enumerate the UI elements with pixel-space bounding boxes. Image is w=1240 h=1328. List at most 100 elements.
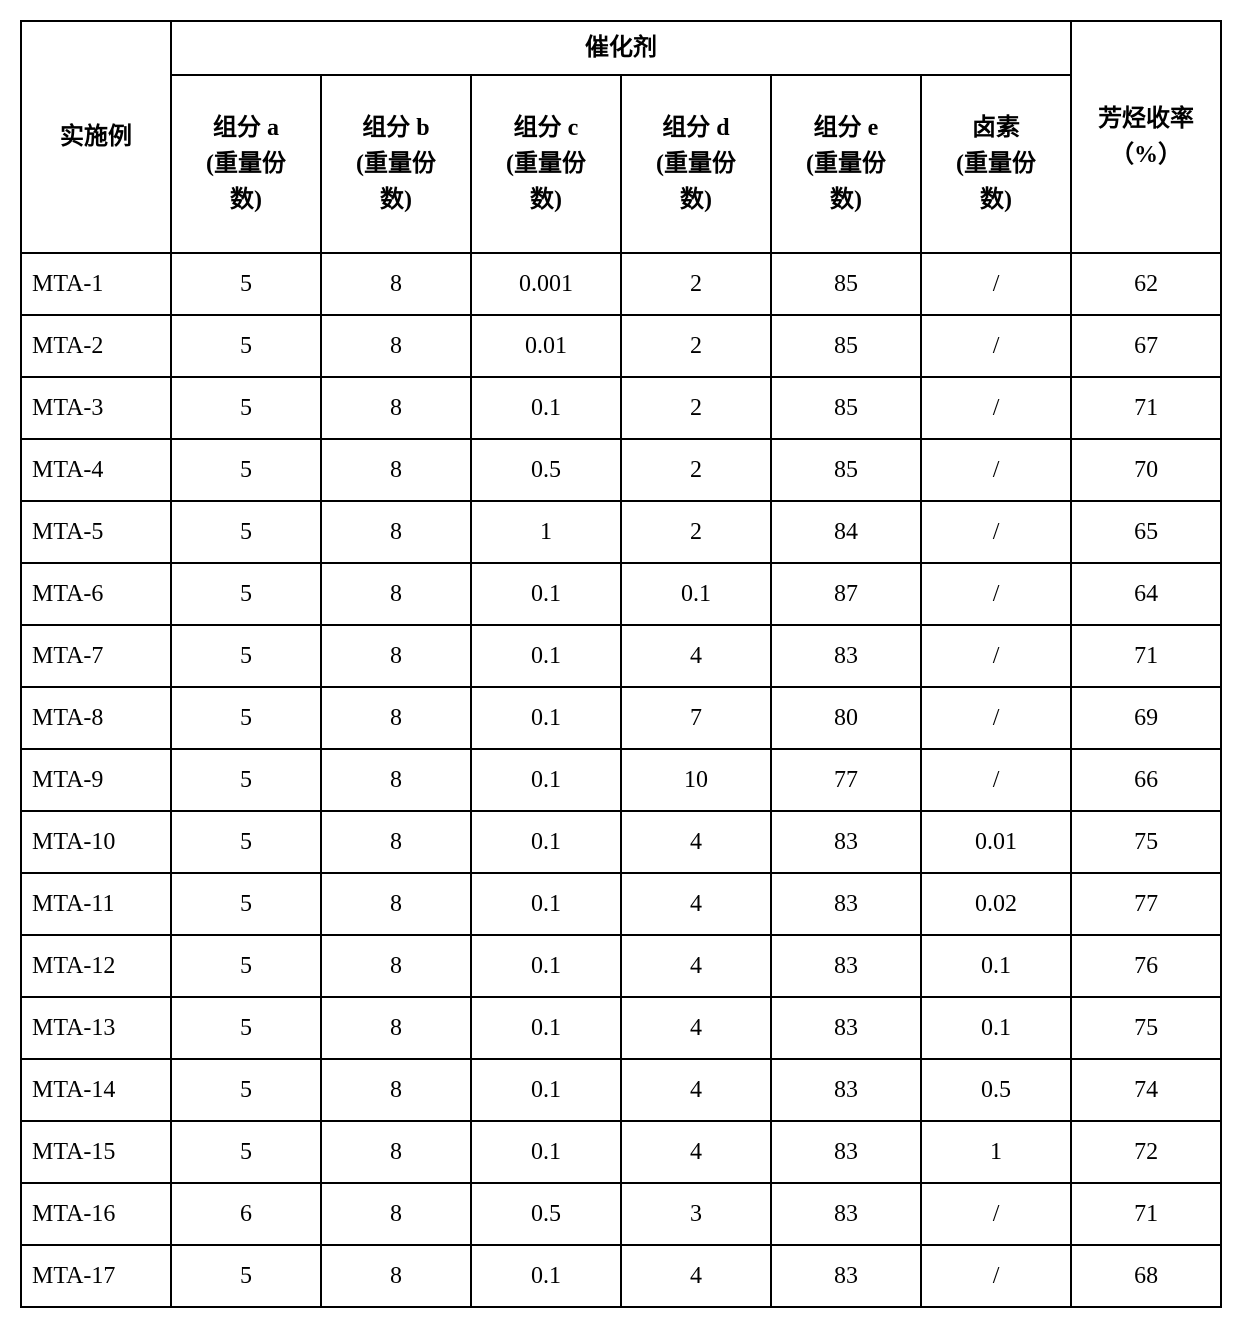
cell-label: MTA-8	[21, 687, 171, 749]
col-header-e: 组分 e(重量份数)	[771, 75, 921, 253]
cell-e: 80	[771, 687, 921, 749]
cell-yield: 66	[1071, 749, 1221, 811]
cell-e: 83	[771, 811, 921, 873]
cell-e: 84	[771, 501, 921, 563]
table-row: MTA-9580.11077/66	[21, 749, 1221, 811]
cell-a: 6	[171, 1183, 321, 1245]
table-row: MTA-11580.14830.0277	[21, 873, 1221, 935]
cell-yield: 77	[1071, 873, 1221, 935]
table-row: MTA-13580.14830.175	[21, 997, 1221, 1059]
cell-halogen: /	[921, 687, 1071, 749]
cell-a: 5	[171, 687, 321, 749]
cell-yield: 74	[1071, 1059, 1221, 1121]
cell-b: 8	[321, 1121, 471, 1183]
group-header-catalyst: 催化剂	[171, 21, 1071, 75]
cell-halogen: 0.1	[921, 997, 1071, 1059]
cell-a: 5	[171, 749, 321, 811]
col-header-d: 组分 d(重量份数)	[621, 75, 771, 253]
cell-a: 5	[171, 1245, 321, 1307]
table-row: MTA-6580.10.187/64	[21, 563, 1221, 625]
cell-label: MTA-11	[21, 873, 171, 935]
cell-label: MTA-1	[21, 253, 171, 315]
cell-halogen: /	[921, 1183, 1071, 1245]
cell-a: 5	[171, 935, 321, 997]
cell-c: 0.5	[471, 439, 621, 501]
cell-yield: 68	[1071, 1245, 1221, 1307]
table-row: MTA-2580.01285/67	[21, 315, 1221, 377]
cell-c: 0.1	[471, 687, 621, 749]
cell-c: 1	[471, 501, 621, 563]
cell-c: 0.1	[471, 749, 621, 811]
col-header-c: 组分 c(重量份数)	[471, 75, 621, 253]
cell-e: 83	[771, 873, 921, 935]
cell-c: 0.1	[471, 997, 621, 1059]
table-row: MTA-17580.1483/68	[21, 1245, 1221, 1307]
cell-a: 5	[171, 873, 321, 935]
cell-d: 4	[621, 1121, 771, 1183]
cell-label: MTA-5	[21, 501, 171, 563]
table-head: 实施例 催化剂 芳烃收率（%） 组分 a(重量份数) 组分 b(重量份数) 组分…	[21, 21, 1221, 253]
table-row: MTA-10580.14830.0175	[21, 811, 1221, 873]
cell-e: 83	[771, 1121, 921, 1183]
table-row: MTA-12580.14830.176	[21, 935, 1221, 997]
cell-d: 4	[621, 935, 771, 997]
cell-a: 5	[171, 811, 321, 873]
cell-b: 8	[321, 873, 471, 935]
cell-e: 83	[771, 1245, 921, 1307]
cell-label: MTA-13	[21, 997, 171, 1059]
cell-d: 2	[621, 501, 771, 563]
col-header-halogen: 卤素(重量份数)	[921, 75, 1071, 253]
cell-d: 2	[621, 377, 771, 439]
cell-label: MTA-2	[21, 315, 171, 377]
cell-c: 0.1	[471, 1059, 621, 1121]
cell-b: 8	[321, 997, 471, 1059]
cell-b: 8	[321, 1059, 471, 1121]
cell-b: 8	[321, 1183, 471, 1245]
cell-halogen: /	[921, 439, 1071, 501]
cell-c: 0.1	[471, 625, 621, 687]
cell-d: 7	[621, 687, 771, 749]
cell-yield: 76	[1071, 935, 1221, 997]
cell-e: 85	[771, 253, 921, 315]
cell-label: MTA-3	[21, 377, 171, 439]
cell-yield: 69	[1071, 687, 1221, 749]
cell-halogen: /	[921, 563, 1071, 625]
cell-b: 8	[321, 625, 471, 687]
cell-a: 5	[171, 625, 321, 687]
table-row: MTA-16680.5383/71	[21, 1183, 1221, 1245]
cell-b: 8	[321, 563, 471, 625]
table-row: MTA-4580.5285/70	[21, 439, 1221, 501]
cell-b: 8	[321, 749, 471, 811]
cell-label: MTA-16	[21, 1183, 171, 1245]
col-header-yield: 芳烃收率（%）	[1071, 21, 1221, 253]
cell-e: 85	[771, 315, 921, 377]
cell-e: 83	[771, 997, 921, 1059]
cell-a: 5	[171, 1059, 321, 1121]
cell-yield: 75	[1071, 811, 1221, 873]
table-row: MTA-5581284/65	[21, 501, 1221, 563]
cell-b: 8	[321, 315, 471, 377]
table-row: MTA-1580.001285/62	[21, 253, 1221, 315]
cell-halogen: 0.5	[921, 1059, 1071, 1121]
cell-b: 8	[321, 253, 471, 315]
cell-halogen: 0.02	[921, 873, 1071, 935]
cell-c: 0.1	[471, 935, 621, 997]
cell-yield: 71	[1071, 625, 1221, 687]
cell-a: 5	[171, 377, 321, 439]
cell-yield: 72	[1071, 1121, 1221, 1183]
cell-d: 4	[621, 1245, 771, 1307]
cell-d: 4	[621, 811, 771, 873]
table-row: MTA-15580.1483172	[21, 1121, 1221, 1183]
cell-b: 8	[321, 687, 471, 749]
cell-e: 77	[771, 749, 921, 811]
cell-halogen: 0.1	[921, 935, 1071, 997]
table-row: MTA-14580.14830.574	[21, 1059, 1221, 1121]
cell-d: 2	[621, 253, 771, 315]
cell-d: 3	[621, 1183, 771, 1245]
cell-halogen: 0.01	[921, 811, 1071, 873]
cell-a: 5	[171, 1121, 321, 1183]
cell-a: 5	[171, 253, 321, 315]
cell-label: MTA-6	[21, 563, 171, 625]
cell-a: 5	[171, 315, 321, 377]
cell-yield: 67	[1071, 315, 1221, 377]
